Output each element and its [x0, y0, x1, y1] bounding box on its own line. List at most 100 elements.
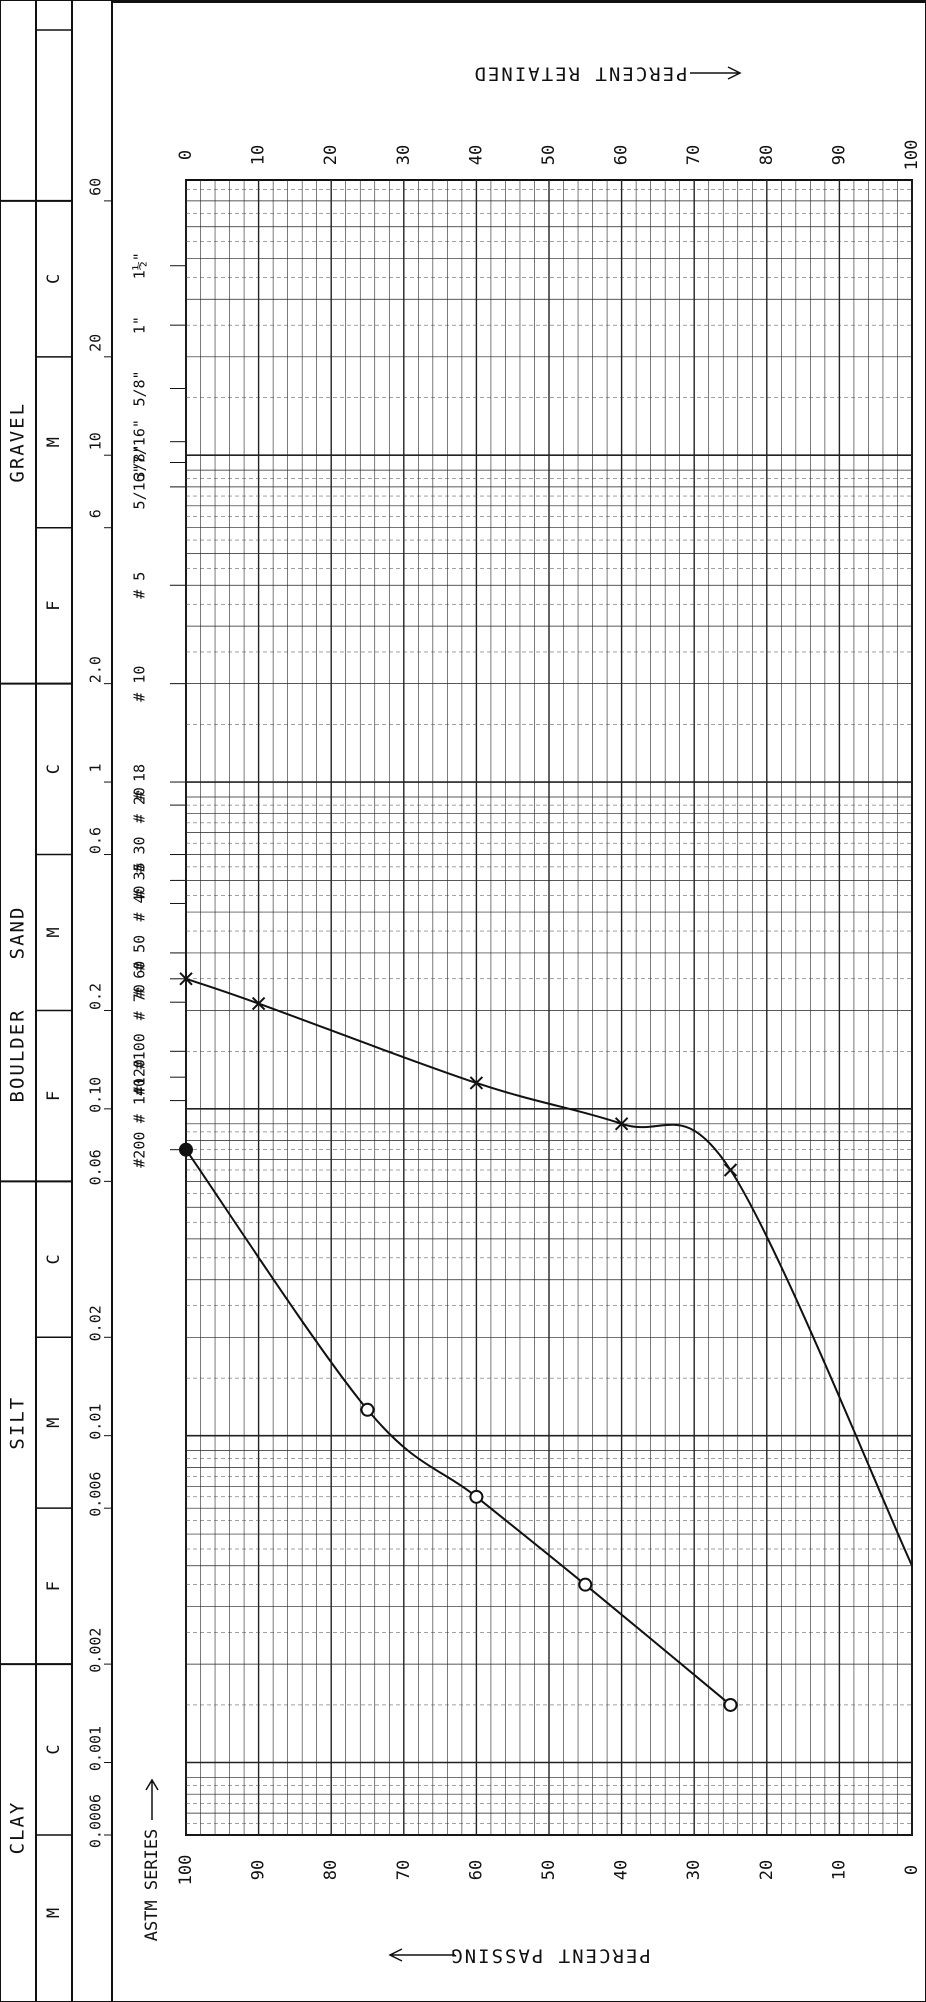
data-point — [251, 996, 266, 1011]
sieve-arrow — [145, 1778, 159, 1820]
size-tick-label: 60 — [87, 178, 105, 196]
class-name-silt: SILT — [7, 1396, 29, 1450]
size-tick-label: 20 — [87, 334, 105, 352]
sieve-label: 1" — [131, 316, 149, 334]
passing-tick-label: 0 — [902, 1865, 922, 1875]
data-point — [614, 1117, 629, 1131]
gradation-curve-1 — [185, 1149, 732, 1706]
subclass-label: C — [44, 1254, 64, 1264]
sieve-label: # 70 — [131, 984, 149, 1020]
retained-tick-label: 60 — [612, 145, 632, 165]
passing-tick-label: 60 — [466, 1860, 486, 1880]
gradation-curve-2 — [185, 977, 913, 1567]
percent-axes: 100 90 80 70 60 50 40 30 20 10 00 10 20 30 40 50 60 70 80 9… — [176, 63, 922, 1967]
subclass-label: M — [44, 1418, 64, 1428]
soil-class-header: BOULDER GRAVEL C M F SAND C M F SILT C M F CLAY C M — [0, 29, 72, 2002]
passing-tick-label: 40 — [612, 1860, 632, 1880]
retained-tick-label: 90 — [829, 145, 849, 165]
passing-tick-label: 70 — [394, 1860, 414, 1880]
data-point — [360, 1402, 375, 1417]
subclass-label: M — [44, 927, 64, 937]
class-name-sand: SAND — [7, 906, 29, 960]
size-tick-label: 1 — [87, 764, 105, 773]
sieve-label: # 10 — [131, 666, 149, 702]
retained-axis-label: PERCENT RETAINED — [472, 63, 687, 85]
grain-size-tick-labels: 60 20 10 6 2.0 1 0.6 0.2 0.10 0.06 0.02 0.01 0.006 0.… — [87, 178, 112, 1848]
passing-arrow — [388, 1948, 455, 1962]
sieve-label: # 140 — [131, 1078, 149, 1123]
sieve-label: # 50 — [131, 935, 149, 971]
sieve-label: #100 — [131, 1033, 149, 1069]
sieve-label: # 18 — [131, 764, 149, 800]
size-tick-label: 0.10 — [87, 1077, 105, 1113]
passing-tick-label: 90 — [249, 1860, 269, 1880]
subclass-label: C — [44, 764, 64, 774]
data-point — [578, 1577, 593, 1592]
retained-tick-label: 20 — [321, 145, 341, 165]
retained-tick-label: 100 — [902, 140, 922, 171]
subclass-label: M — [44, 437, 64, 447]
subclass-label: F — [44, 1581, 64, 1591]
sieve-label: # 5 — [131, 572, 149, 599]
data-point — [469, 1076, 484, 1090]
passing-tick-label: 50 — [539, 1860, 559, 1880]
subclass-label: F — [44, 601, 64, 611]
sieve-label: 1½" — [131, 252, 149, 279]
plot-grid — [185, 179, 913, 1836]
size-tick-label: 0.01 — [87, 1404, 105, 1440]
sieve-label: 5/8" — [131, 370, 149, 406]
retained-tick-label: 30 — [394, 145, 414, 165]
sieve-labels: ASTM SERIES 1½" 1" 5/8" 7/16"3/8"5/16" # 5 # 1… — [131, 252, 186, 1942]
sieve-series-label: ASTM SERIES — [142, 1829, 162, 1942]
sieve-label: # 30 — [131, 836, 149, 872]
size-tick-label: 0.0006 — [87, 1794, 105, 1848]
data-point — [179, 1142, 193, 1157]
size-tick-label: 0.6 — [87, 827, 105, 854]
sieve-label: # 35 — [131, 862, 149, 898]
passing-tick-label: 30 — [684, 1860, 704, 1880]
passing-tick-label: 100 — [176, 1855, 196, 1886]
data-point — [723, 1697, 738, 1712]
retained-tick-label: 0 — [176, 150, 196, 160]
class-name-gravel: GRAVEL — [7, 402, 29, 483]
retained-arrow — [690, 66, 742, 80]
size-tick-label: 0.006 — [87, 1472, 105, 1517]
size-tick-label: 0.001 — [87, 1726, 105, 1771]
subclass-label: C — [44, 1744, 64, 1754]
sieve-label: # 40 — [131, 885, 149, 921]
retained-tick-label: 50 — [539, 145, 559, 165]
class-name-boulder: BOULDER — [7, 1008, 29, 1102]
size-tick-label: 0.2 — [87, 983, 105, 1010]
sieve-label: #120 — [131, 1059, 149, 1095]
sieve-label: 7/16" — [131, 419, 149, 464]
size-tick-label: 6 — [87, 509, 105, 518]
retained-tick-label: 40 — [466, 145, 486, 165]
sieve-label: #200 — [131, 1132, 149, 1168]
data-point — [179, 972, 193, 986]
retained-tick-label: 10 — [249, 145, 269, 165]
size-tick-label: 0.02 — [87, 1305, 105, 1341]
sieve-label: 3/8" — [131, 444, 149, 480]
data-point — [469, 1489, 484, 1504]
retained-tick-label: 80 — [757, 145, 777, 165]
passing-axis-label: PERCENT PASSING — [449, 1945, 651, 1967]
subclass-label: C — [44, 274, 64, 284]
passing-tick-label: 20 — [757, 1860, 777, 1880]
sieve-label: 5/16" — [131, 464, 149, 509]
data-point — [723, 1163, 738, 1177]
gradation-curves — [179, 972, 913, 1712]
size-tick-label: 0.06 — [87, 1149, 105, 1185]
retained-tick-label: 70 — [684, 145, 704, 165]
size-tick-label: 2.0 — [87, 656, 105, 683]
passing-tick-label: 80 — [321, 1860, 341, 1880]
class-name-clay: CLAY — [7, 1801, 29, 1855]
passing-tick-label: 10 — [829, 1860, 849, 1880]
subclass-label: F — [44, 1091, 64, 1101]
subclass-label: M — [44, 1908, 64, 1918]
size-tick-label: 10 — [87, 432, 105, 450]
sieve-label: # 20 — [131, 787, 149, 823]
size-tick-label: 0.002 — [87, 1628, 105, 1673]
sieve-label: # 60 — [131, 961, 149, 997]
